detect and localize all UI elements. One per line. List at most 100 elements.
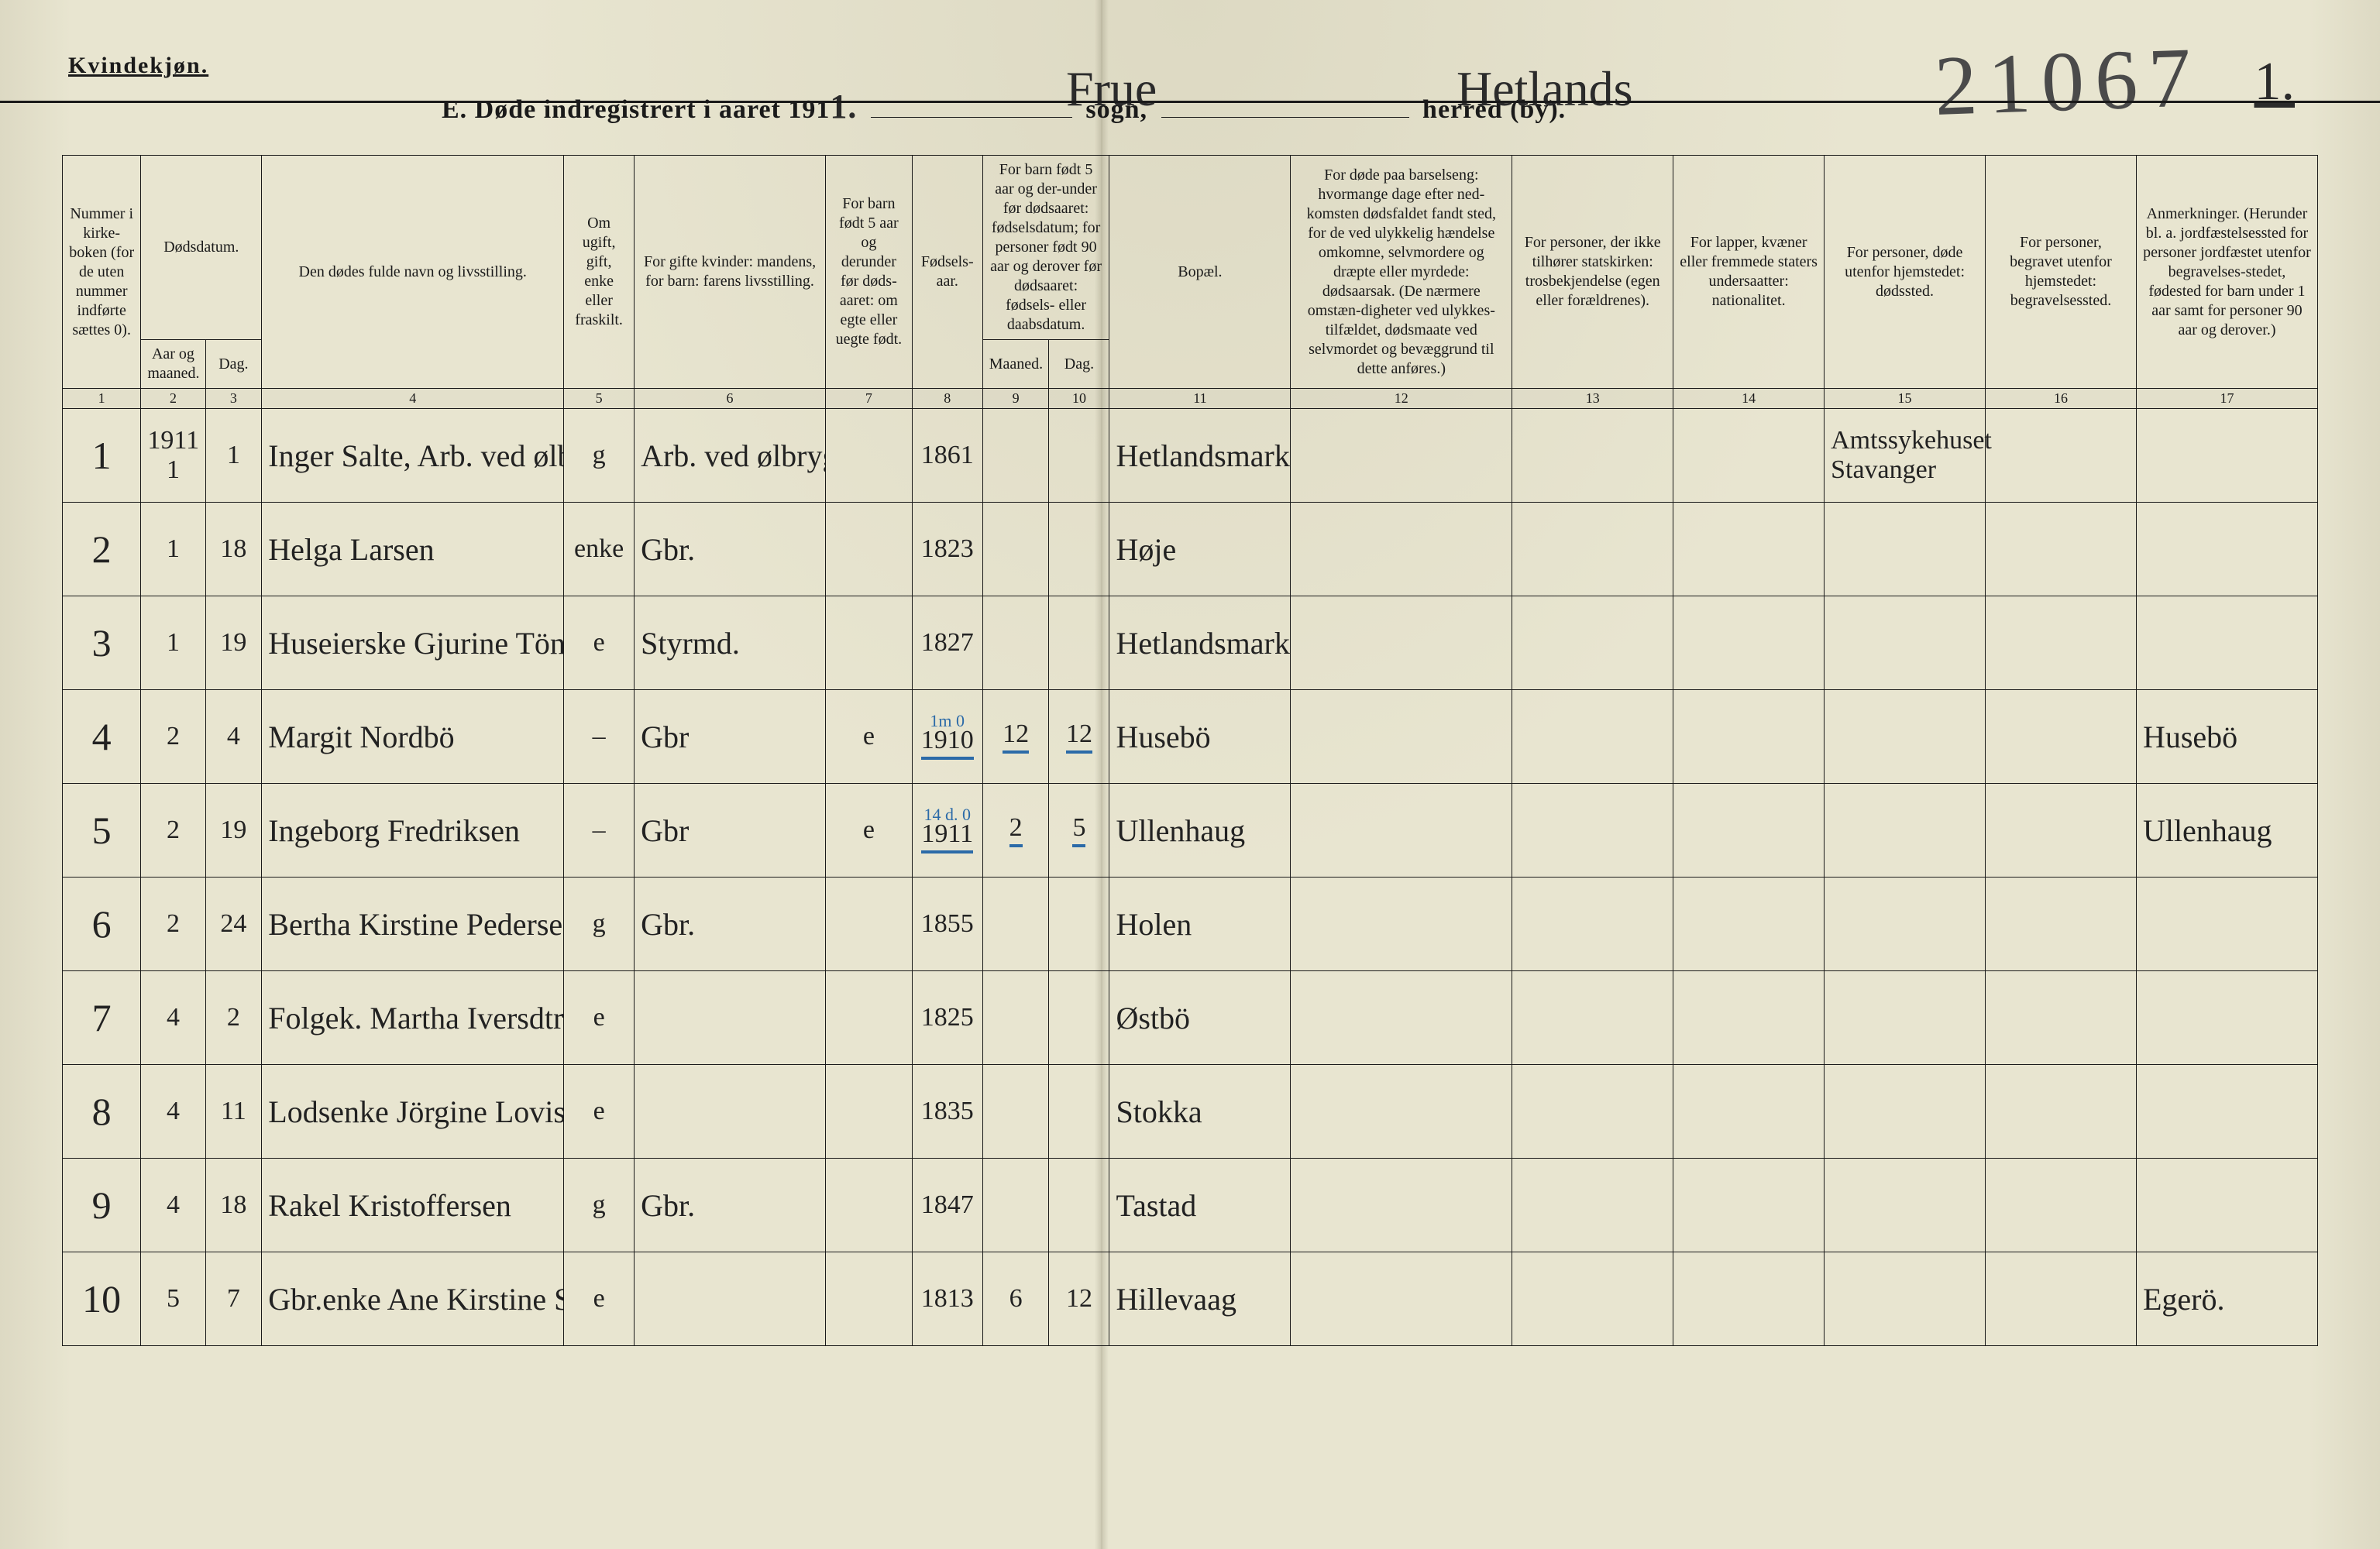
table-body: 11911 11Inger Salte, Arb. ved ølbryggeri…: [63, 409, 2318, 1346]
cell-birth-day: [1049, 409, 1109, 503]
cell-year-month: 4: [141, 971, 205, 1065]
cell-14: [1673, 878, 1825, 971]
cell-egte: [826, 1252, 913, 1346]
col-17-header: Anmerkninger. (Herunder bl. a. jordfæste…: [2136, 156, 2317, 389]
cell-12: [1291, 596, 1512, 690]
cell-status: g: [564, 1159, 635, 1252]
cell-status: enke: [564, 503, 635, 596]
cell-16: [1986, 784, 2137, 878]
cell-death-place: [1825, 690, 1986, 784]
cell-year-month: 1911 1: [141, 409, 205, 503]
cell-spouse-occupation: [635, 1065, 826, 1159]
cell-egte: [826, 878, 913, 971]
col-13-header: For personer, der ikke tilhører statskir…: [1512, 156, 1673, 389]
cell-birth-day: [1049, 1159, 1109, 1252]
cell-12: [1291, 878, 1512, 971]
colnum: 17: [2136, 389, 2317, 409]
cell-birth-year: 1861: [912, 409, 982, 503]
table-row: 1057Gbr.enke Ane Kirstine Steinkopfe1813…: [63, 1252, 2318, 1346]
cell-egte: [826, 1065, 913, 1159]
stamp-number: 21067: [1933, 28, 2203, 136]
header-rule: [0, 101, 2380, 103]
gender-label: Kvindekjøn.: [68, 53, 208, 79]
cell-14: [1673, 1065, 1825, 1159]
cell-number: 5: [63, 784, 141, 878]
cell-name: Gbr.enke Ane Kirstine Steinkopf: [262, 1252, 564, 1346]
cell-day: 24: [205, 878, 262, 971]
colnum: 7: [826, 389, 913, 409]
cell-12: [1291, 784, 1512, 878]
cell-birth-month: 12: [982, 690, 1049, 784]
cell-year-month: 4: [141, 1065, 205, 1159]
cell-birth-year: 1847: [912, 1159, 982, 1252]
cell-13: [1512, 596, 1673, 690]
cell-death-place: Amtssykehuset Stavanger: [1825, 409, 1986, 503]
col-3-header: Dag.: [205, 340, 262, 389]
table-row: 424Margit Nordbö–Gbre1m 019101212HuseböH…: [63, 690, 2318, 784]
cell-birth-year: 1813: [912, 1252, 982, 1346]
cell-number: 4: [63, 690, 141, 784]
cell-birth-year: 1855: [912, 878, 982, 971]
cell-spouse-occupation: Gbr.: [635, 878, 826, 971]
cell-spouse-occupation: Gbr.: [635, 503, 826, 596]
cell-birth-year: 1835: [912, 1065, 982, 1159]
cell-name: Bertha Kirstine Pedersen: [262, 878, 564, 971]
cell-residence: Østbö: [1109, 971, 1291, 1065]
cell-status: g: [564, 409, 635, 503]
cell-name: Lodsenke Jörgine Lovise Karoline Jörgens…: [262, 1065, 564, 1159]
cell-14: [1673, 784, 1825, 878]
cell-16: [1986, 1252, 2137, 1346]
colnum: 4: [262, 389, 564, 409]
col-5-header: Om ugift, gift, enke eller fraskilt.: [564, 156, 635, 389]
cell-death-place: [1825, 971, 1986, 1065]
col-2-header: Aar og maaned.: [141, 340, 205, 389]
cell-death-place: [1825, 1159, 1986, 1252]
col-6-header: For gifte kvinder: mandens, for barn: fa…: [635, 156, 826, 389]
cell-14: [1673, 503, 1825, 596]
cell-birth-month: [982, 503, 1049, 596]
cell-12: [1291, 1065, 1512, 1159]
col-10-header: Dag.: [1049, 340, 1109, 389]
cell-13: [1512, 784, 1673, 878]
cell-day: 19: [205, 596, 262, 690]
cell-egte: [826, 596, 913, 690]
cell-spouse-occupation: [635, 971, 826, 1065]
cell-name: Rakel Kristoffersen: [262, 1159, 564, 1252]
col-9-header: Maaned.: [982, 340, 1049, 389]
table-row: 6224Bertha Kirstine PedersengGbr.1855Hol…: [63, 878, 2318, 971]
cell-day: 19: [205, 784, 262, 878]
cell-16: [1986, 690, 2137, 784]
cell-13: [1512, 690, 1673, 784]
cell-year-month: 5: [141, 1252, 205, 1346]
col-1-header: Nummer i kirke-boken (for de uten nummer…: [63, 156, 141, 389]
cell-death-place: [1825, 784, 1986, 878]
cell-birth-day: 5: [1049, 784, 1109, 878]
cell-birth-month: [982, 878, 1049, 971]
cell-day: 2: [205, 971, 262, 1065]
cell-year-month: 2: [141, 784, 205, 878]
cell-residence: Husebö: [1109, 690, 1291, 784]
title-year-hw: 1.: [830, 88, 857, 125]
cell-12: [1291, 690, 1512, 784]
colnum: 15: [1825, 389, 1986, 409]
cell-14: [1673, 1252, 1825, 1346]
cell-status: e: [564, 971, 635, 1065]
colnum: 9: [982, 389, 1049, 409]
cell-name: Folgek. Martha Iversdtr.: [262, 971, 564, 1065]
cell-spouse-occupation: Arb. ved ølbryggeri: [635, 409, 826, 503]
table-row: 2118Helga LarsenenkeGbr.1823Høje: [63, 503, 2318, 596]
cell-name: Huseierske Gjurine Tönnessen: [262, 596, 564, 690]
cell-14: [1673, 971, 1825, 1065]
table-row: 8411Lodsenke Jörgine Lovise Karoline Jör…: [63, 1065, 2318, 1159]
col-15-header: For personer, døde utenfor hjemstedet: d…: [1825, 156, 1986, 389]
title-prefix: E. Døde indregistrert i aaret 191: [442, 95, 830, 124]
ledger-page: Kvindekjøn. E. Døde indregistrert i aare…: [0, 0, 2380, 1549]
colnum: 3: [205, 389, 262, 409]
col-2-3-group: Dødsdatum.: [141, 156, 262, 340]
cell-birth-year: 1823: [912, 503, 982, 596]
sogn-handwritten: Frue: [1066, 60, 1157, 118]
cell-birth-year: 14 d. 01911: [912, 784, 982, 878]
cell-residence: Tastad: [1109, 1159, 1291, 1252]
cell-birth-year: 1827: [912, 596, 982, 690]
cell-death-place: [1825, 596, 1986, 690]
